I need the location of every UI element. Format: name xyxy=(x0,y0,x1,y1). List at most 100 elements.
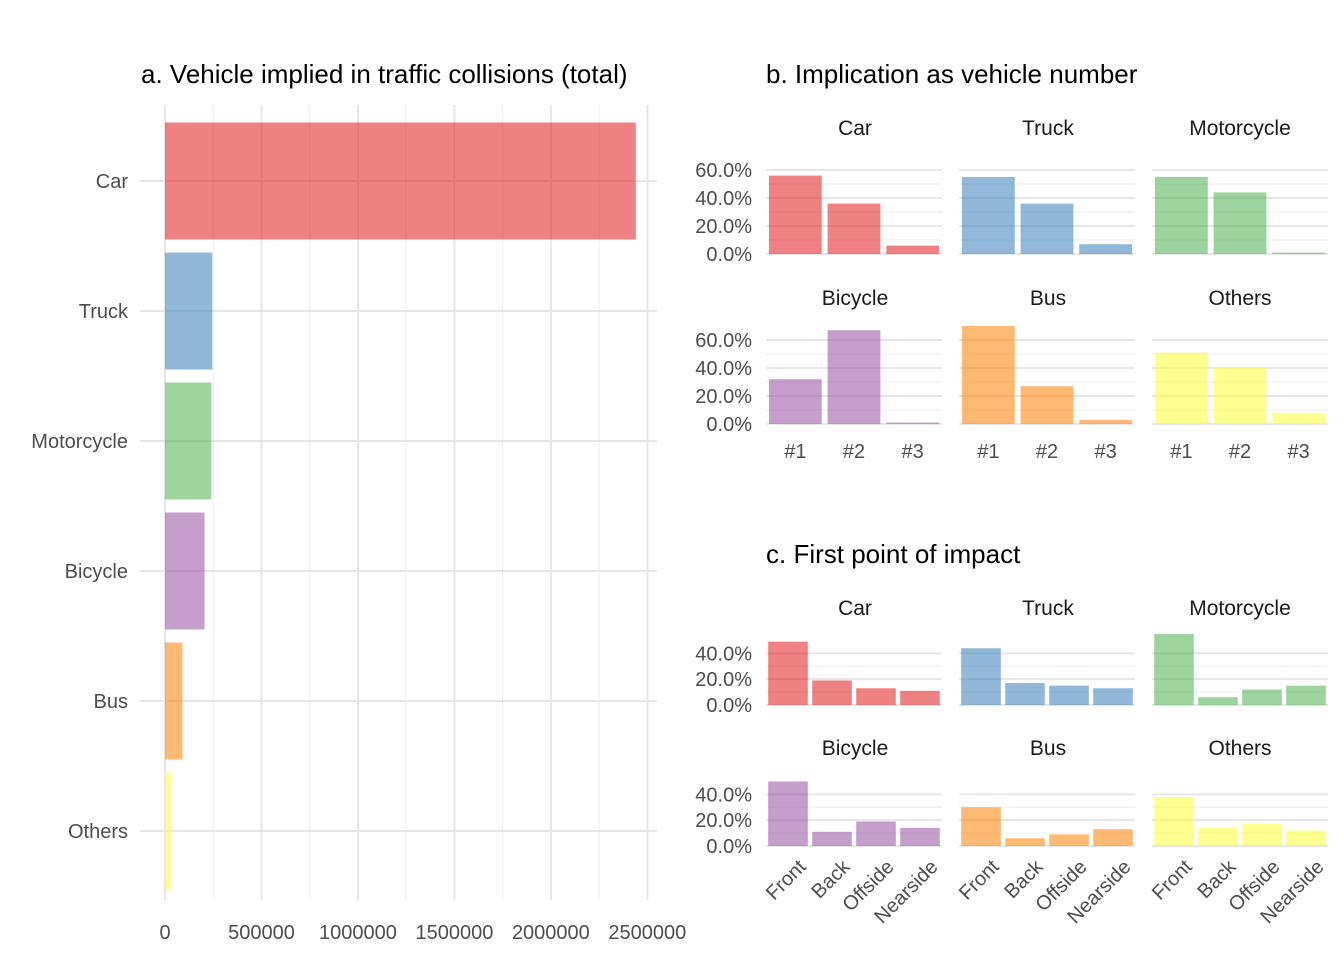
bar-bus-1 xyxy=(961,326,1015,424)
facet-bicycle: Bicycle 0.0% 20.0% 40.0% 60.0% #1 #2 #3 xyxy=(695,287,942,463)
y-tick-label: 60.0% xyxy=(695,160,752,182)
x-tick-label: 2000000 xyxy=(512,922,590,944)
x-tick-label: 500000 xyxy=(228,922,295,944)
y-tick-label-bicycle: Bicycle xyxy=(65,561,128,583)
panel-c-impact-point: c. First point of impact Car 0.0% 20.0% 40.… xyxy=(695,539,1328,928)
bar-car-2 xyxy=(827,203,881,254)
bar-car-front xyxy=(768,641,808,705)
x-tick-label: Front xyxy=(762,856,811,905)
y-tick-label-others: Others xyxy=(68,821,128,843)
facet-label: Motorcycle xyxy=(1189,117,1291,140)
facet-label: Bicycle xyxy=(822,737,889,760)
y-tick-label: 0.0% xyxy=(706,695,752,717)
facet-label: Bus xyxy=(1030,737,1066,760)
bar-bus-nearside xyxy=(1093,829,1133,846)
bar-bicycle-1 xyxy=(768,379,822,424)
x-tick-label: #2 xyxy=(1036,441,1058,463)
facet-truck: Truck xyxy=(959,597,1135,706)
bar-bicycle-back xyxy=(812,831,852,846)
facet-label: Others xyxy=(1208,737,1271,760)
bar-motorcycle-2 xyxy=(1213,192,1267,254)
y-tick-label: 0.0% xyxy=(706,244,752,266)
facet-label: Motorcycle xyxy=(1189,597,1291,620)
bar-bicycle xyxy=(165,512,205,630)
bar-others-nearside xyxy=(1286,830,1326,846)
facet-motorcycle: Motorcycle xyxy=(1152,597,1328,706)
bar-others-offside xyxy=(1242,824,1282,846)
bar-bicycle-front xyxy=(768,781,808,846)
facet-label: Car xyxy=(838,117,872,140)
y-tick-label-bus: Bus xyxy=(94,691,128,713)
bar-motorcycle-3 xyxy=(1272,252,1326,254)
bar-car-offside xyxy=(856,688,896,705)
y-tick-label-car: Car xyxy=(96,171,129,193)
x-tick-label: #1 xyxy=(977,441,999,463)
y-tick-label: 20.0% xyxy=(695,386,752,408)
panel-c-title: c. First point of impact xyxy=(766,539,1021,569)
facet-others: Others #1 #2 #3 xyxy=(1152,287,1328,463)
bar-bicycle-3 xyxy=(886,422,940,424)
y-tick-label-motorcycle: Motorcycle xyxy=(31,431,128,453)
bar-truck-3 xyxy=(1079,244,1133,254)
bar-motorcycle-back xyxy=(1198,697,1238,705)
y-tick-label: 40.0% xyxy=(695,643,752,665)
x-tick-label: 0 xyxy=(159,922,170,944)
bar-others xyxy=(165,772,171,890)
bar-others-back xyxy=(1198,827,1238,846)
facet-label: Others xyxy=(1208,287,1271,310)
panel-a-y-labels: Car Truck Motorcycle Bicycle Bus Others xyxy=(31,171,129,843)
bar-motorcycle-offside xyxy=(1242,689,1282,705)
bar-truck-nearside xyxy=(1093,688,1133,705)
bar-bus-3 xyxy=(1079,419,1133,424)
bar-motorcycle-1 xyxy=(1154,177,1208,254)
panel-a-bars xyxy=(165,122,636,890)
facet-motorcycle: Motorcycle xyxy=(1152,117,1328,255)
y-tick-label: 40.0% xyxy=(695,358,752,380)
facet-label: Car xyxy=(838,597,872,620)
bar-others-1 xyxy=(1154,352,1208,424)
y-tick-label: 20.0% xyxy=(695,669,752,691)
x-tick-label: 1500000 xyxy=(415,922,493,944)
y-tick-label: 60.0% xyxy=(695,330,752,352)
panel-a-vehicle-totals: a. Vehicle implied in traffic collisions… xyxy=(31,59,686,944)
facet-car: Car 0.0% 20.0% 40.0% 60.0% xyxy=(695,117,942,266)
bar-car-back xyxy=(812,680,852,705)
bar-bicycle-nearside xyxy=(900,827,940,846)
bar-bus-2 xyxy=(1020,386,1074,424)
bar-truck-offside xyxy=(1049,685,1089,705)
facet-label: Bicycle xyxy=(822,287,889,310)
facet-label: Truck xyxy=(1022,117,1074,140)
bar-bus-front xyxy=(961,807,1001,846)
panel-a-title: a. Vehicle implied in traffic collisions… xyxy=(141,59,628,89)
bar-car-3 xyxy=(886,245,940,254)
y-tick-label: 0.0% xyxy=(706,414,752,436)
bar-truck-1 xyxy=(961,177,1015,254)
facet-bicycle: Bicycle0.0%20.0%40.0%FrontBackOffsideNea… xyxy=(695,737,942,928)
panel-b-title: b. Implication as vehicle number xyxy=(766,59,1138,89)
bar-truck-front xyxy=(961,648,1001,705)
x-tick-label: #1 xyxy=(784,441,806,463)
y-tick-label: 20.0% xyxy=(695,810,752,832)
y-tick-label: 40.0% xyxy=(695,188,752,210)
y-tick-label: 40.0% xyxy=(695,784,752,806)
bar-bicycle-offside xyxy=(856,821,896,846)
bar-others-front xyxy=(1154,796,1194,846)
y-tick-label: 20.0% xyxy=(695,216,752,238)
x-tick-label: Front xyxy=(955,856,1004,905)
bar-truck-2 xyxy=(1020,203,1074,254)
bar-truck-back xyxy=(1005,683,1045,705)
bar-truck xyxy=(165,252,213,370)
bar-motorcycle xyxy=(165,382,212,500)
x-tick-label: #3 xyxy=(1288,441,1310,463)
bar-motorcycle-nearside xyxy=(1286,685,1326,705)
bar-others-3 xyxy=(1272,412,1326,424)
x-tick-label: 2500000 xyxy=(608,922,686,944)
y-tick-label: 0.0% xyxy=(706,836,752,858)
facet-bus: Bus #1 #2 #3 xyxy=(959,287,1135,463)
x-tick-label: #3 xyxy=(902,441,924,463)
facet-truck: Truck xyxy=(959,117,1135,255)
bar-bus-offside xyxy=(1049,834,1089,846)
